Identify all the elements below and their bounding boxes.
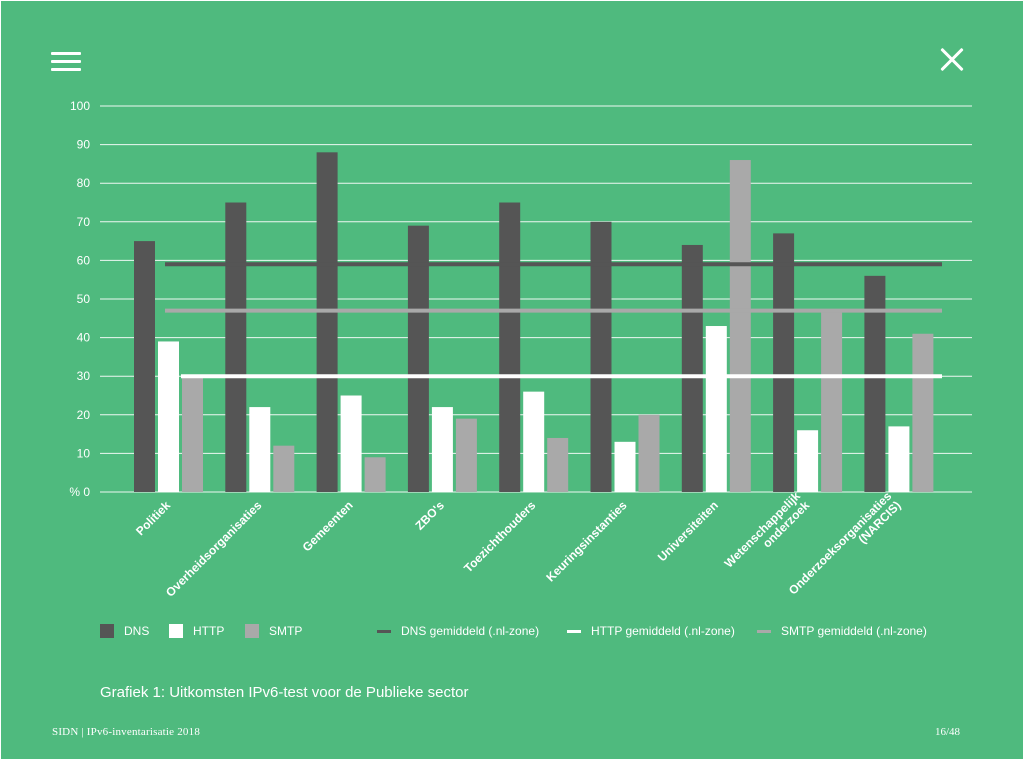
y-tick-label: 10	[77, 446, 91, 460]
x-tick-label: Overheidsorganisaties	[163, 498, 265, 600]
menu-icon[interactable]	[51, 52, 81, 72]
bar-dns	[499, 202, 521, 492]
bar-smtp	[273, 445, 295, 492]
legend-swatch-dns	[100, 624, 114, 638]
legend: DNS HTTP SMTP DNS gemiddeld (.nl-zone) H…	[1, 621, 1023, 645]
bar-http	[705, 326, 727, 492]
y-tick-label: 40	[77, 331, 91, 345]
legend-item-dns-avg: DNS gemiddeld (.nl-zone)	[377, 621, 539, 641]
x-tick-label: ZBO's	[412, 498, 447, 533]
x-tick-label-line: ZBO's	[412, 498, 447, 533]
x-tick-label: Keuringsinstanties	[543, 498, 630, 585]
legend-swatch-http	[169, 624, 183, 638]
bar-smtp	[638, 414, 660, 492]
legend-swatch-http-avg	[567, 629, 581, 633]
legend-item-smtp-avg: SMTP gemiddeld (.nl-zone)	[757, 621, 927, 641]
x-tick-label-line: Gemeenten	[300, 498, 356, 554]
chart-caption: Grafiek 1: Uitkomsten IPv6-test voor de …	[100, 684, 469, 701]
y-tick-label: 100	[70, 99, 90, 113]
legend-item-http: HTTP	[169, 621, 224, 641]
x-tick-label-line: Overheidsorganisaties	[163, 498, 265, 600]
y-tick-label: 20	[77, 408, 91, 422]
x-tick-label-line: Toezichthouders	[461, 498, 538, 575]
bar-smtp	[182, 376, 203, 492]
legend-item-dns: DNS	[100, 621, 149, 641]
footer-publication: SIDN | IPv6-inventarisatie 2018	[52, 726, 201, 738]
y-tick-label: 50	[77, 292, 91, 306]
bar-smtp	[912, 333, 934, 492]
legend-label-smtp-avg: SMTP gemiddeld (.nl-zone)	[781, 624, 927, 638]
bar-http	[340, 395, 362, 492]
x-tick-label-line: Wetenschappelijk	[722, 489, 804, 571]
y-tick-label: 70	[77, 215, 91, 229]
x-tick-label: Gemeenten	[300, 498, 356, 554]
legend-label-http-avg: HTTP gemiddeld (.nl-zone)	[591, 624, 735, 638]
legend-swatch-smtp	[245, 624, 259, 638]
bar-dns	[864, 275, 886, 492]
legend-item-smtp: SMTP	[245, 621, 302, 641]
x-tick-label: Politiek	[133, 498, 173, 538]
legend-label-http: HTTP	[193, 624, 225, 638]
legend-label-dns: DNS	[124, 624, 150, 638]
bar-dns	[407, 225, 429, 492]
bar-dns	[316, 152, 338, 492]
bar-dns	[134, 241, 155, 492]
bar-smtp	[821, 310, 843, 492]
bar-dns	[225, 202, 247, 492]
legend-label-dns-avg: DNS gemiddeld (.nl-zone)	[401, 624, 540, 638]
bar-dns	[590, 221, 612, 493]
bar-http	[249, 407, 271, 492]
bar-http	[523, 391, 545, 492]
bar-smtp	[729, 160, 751, 493]
legend-label-smtp: SMTP	[269, 624, 303, 638]
bar-dns	[773, 233, 795, 492]
x-tick-label-line: Keuringsinstanties	[543, 498, 630, 585]
bar-http	[158, 341, 179, 492]
bar-smtp	[364, 457, 386, 492]
bar-dns	[681, 244, 703, 492]
x-tick-label: Universiteiten	[655, 498, 721, 564]
bar-http	[888, 426, 910, 492]
y-tick-label: 80	[77, 176, 91, 190]
y-tick-label: 30	[77, 369, 91, 383]
x-tick-label: Wetenschappelijkonderzoek	[722, 489, 813, 580]
legend-swatch-smtp-avg	[757, 629, 771, 633]
y-tick-label: % 0	[69, 485, 90, 499]
legend-swatch-dns-avg	[377, 629, 391, 633]
x-tick-label-line: Politiek	[133, 498, 173, 538]
chart: % 0 10 20 30 40 50 60 70 80 90 100 PolitiekOverheid…	[69, 99, 972, 600]
bar-http	[614, 441, 636, 492]
x-tick-label: Toezichthouders	[461, 498, 538, 575]
bar-smtp	[455, 418, 477, 492]
legend-item-http-avg: HTTP gemiddeld (.nl-zone)	[567, 621, 735, 641]
bar-http	[797, 430, 819, 492]
x-tick-label-line: Universiteiten	[655, 498, 721, 564]
bar-http	[431, 407, 453, 492]
y-tick-label: 60	[77, 253, 91, 267]
y-tick-label: 90	[77, 138, 91, 152]
bar-smtp	[547, 437, 569, 492]
page-number: 16/48	[935, 726, 961, 738]
